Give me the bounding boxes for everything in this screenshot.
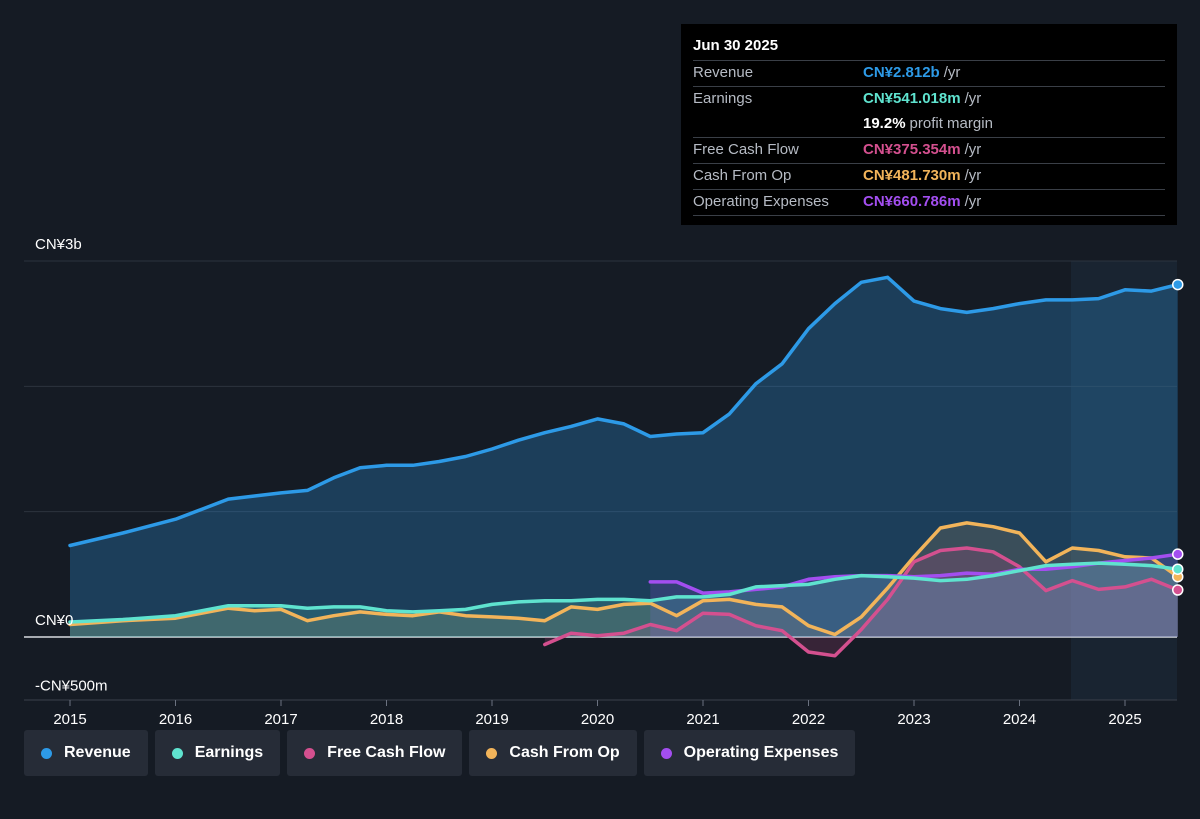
tooltip-unit: profit margin	[909, 115, 993, 132]
x-tick-label: 2015	[53, 711, 86, 728]
x-tick-label: 2023	[897, 711, 930, 728]
legend-label: Earnings	[194, 744, 264, 761]
axis-labels: 2015 2016 2017 2018 2019 2020 2021 2022 2023 2024…	[35, 236, 1142, 728]
tooltip-row-free-cash-flow: Free Cash Flow CN¥375.354m /yr	[693, 137, 1165, 163]
x-tick-label: 2019	[475, 711, 508, 728]
line-free-cash-flow	[543, 546, 1180, 658]
tooltip-value: CN¥541.018m	[863, 90, 961, 107]
x-tick-label: 2018	[370, 711, 403, 728]
series-end-markers	[1172, 278, 1184, 596]
x-tick-label: 2020	[581, 711, 614, 728]
tooltip-value: CN¥660.786m	[863, 193, 961, 210]
line-earnings	[68, 561, 1180, 624]
x-tick-label: 2024	[1003, 711, 1036, 728]
tooltip-value: CN¥375.354m	[863, 141, 961, 158]
y-tick-label: CN¥3b	[35, 236, 82, 253]
forecast-shading	[1071, 261, 1177, 700]
legend-label: Revenue	[64, 744, 131, 761]
legend-dot-icon	[660, 747, 672, 759]
legend-dot-icon	[41, 747, 52, 759]
tooltip-divider	[693, 215, 1165, 216]
x-tick-label: 2021	[686, 711, 719, 728]
line-cash-from-op	[68, 521, 1180, 637]
area-operating-expenses	[650, 554, 1178, 637]
end-point-earnings	[1172, 563, 1184, 575]
tooltip-label: Free Cash Flow	[693, 141, 799, 158]
tooltip-unit: /yr	[964, 167, 982, 184]
tooltip-label: Operating Expenses	[693, 193, 829, 210]
x-tick-label: 2025	[1108, 711, 1141, 728]
y-tick-label: -CN¥500m	[35, 678, 108, 695]
x-tick-label: 2016	[159, 711, 192, 728]
legend-label: Operating Expenses	[683, 744, 839, 761]
tooltip-date: Jun 30 2025	[693, 37, 779, 54]
tooltip-label: Earnings	[693, 90, 753, 107]
area-free-cash-flow	[544, 548, 1178, 656]
series-lines	[68, 275, 1180, 658]
legend-dot-icon	[486, 747, 498, 759]
tooltip-value: CN¥481.730m	[863, 167, 961, 184]
x-tick-label: 2022	[792, 711, 825, 728]
area-revenue	[70, 277, 1178, 637]
tooltip-unit: /yr	[964, 90, 982, 107]
tooltip-label: Revenue	[693, 64, 754, 81]
tooltip-unit: /yr	[964, 141, 982, 158]
tooltip-value: 19.2%	[863, 115, 906, 132]
tooltip-row-profit-margin: 19.2% profit margin	[693, 112, 1165, 137]
x-tick-label: 2017	[264, 711, 297, 728]
legend-dot-icon	[304, 747, 316, 759]
tooltip-value: CN¥2.812b	[863, 64, 940, 81]
y-tick-label: CN¥0	[35, 612, 73, 629]
line-revenue	[68, 275, 1180, 548]
area-cash-from-op	[70, 522, 1178, 637]
tooltip-row-revenue: Revenue CN¥2.812b /yr	[693, 60, 1165, 86]
legend-item-cash-from-op[interactable]: Cash From Op	[469, 730, 637, 776]
legend-label: Cash From Op	[509, 744, 620, 761]
tooltip-label	[693, 112, 863, 137]
tooltip-label: Cash From Op	[693, 167, 792, 184]
tooltip-panel: Jun 30 2025 Revenue CN¥2.812b /yr Earnin…	[681, 24, 1177, 225]
tooltip-row-operating-expenses: Operating Expenses CN¥660.786m /yr	[693, 189, 1165, 215]
end-point-free-cash-flow	[1172, 584, 1184, 596]
tooltip-unit: /yr	[964, 193, 982, 210]
legend-dot-icon	[171, 747, 183, 759]
end-point-operating-expenses	[1172, 548, 1184, 560]
legend-label: Free Cash Flow	[327, 744, 446, 761]
legend-item-operating-expenses[interactable]: Operating Expenses	[643, 730, 856, 776]
end-point-revenue	[1172, 278, 1184, 291]
legend-item-earnings[interactable]: Earnings	[154, 730, 281, 776]
legend-item-revenue[interactable]: Revenue	[24, 730, 148, 776]
legend-item-free-cash-flow[interactable]: Free Cash Flow	[287, 730, 463, 776]
legend: Revenue Earnings Free Cash Flow Cash Fro…	[24, 730, 856, 776]
tooltip-row-cash-from-op: Cash From Op CN¥481.730m /yr	[693, 163, 1165, 189]
tooltip-row-earnings: Earnings CN¥541.018m /yr	[693, 86, 1165, 112]
tooltip-unit: /yr	[943, 64, 961, 81]
